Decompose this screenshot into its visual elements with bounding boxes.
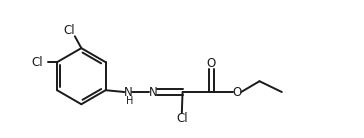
Text: O: O xyxy=(233,86,242,99)
Text: Cl: Cl xyxy=(31,56,43,69)
Text: O: O xyxy=(207,57,216,70)
Text: N: N xyxy=(149,86,158,99)
Text: Cl: Cl xyxy=(64,24,75,37)
Text: H: H xyxy=(126,96,133,106)
Text: Cl: Cl xyxy=(176,112,188,125)
Text: N: N xyxy=(123,86,132,99)
